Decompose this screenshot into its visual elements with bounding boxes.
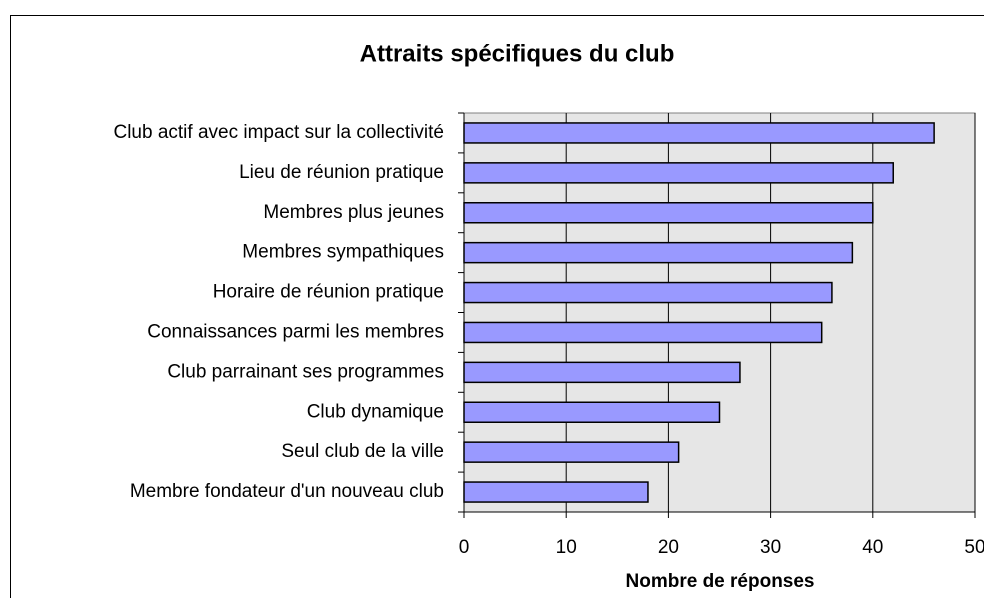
x-tick-label: 20 (658, 537, 679, 558)
bar (463, 162, 894, 184)
x-tick-label: 10 (556, 537, 577, 558)
bar (463, 401, 721, 423)
bar (463, 321, 823, 344)
bar (463, 241, 854, 264)
y-tick-label: Club parrainant ses programmes (167, 361, 444, 382)
x-axis-label: Nombre de réponses (626, 571, 815, 592)
bar (463, 202, 874, 224)
x-tick-label: 0 (459, 537, 470, 558)
chart-title: Attraits spécifiques du club (360, 40, 675, 67)
y-tick-label: Club actif avec impact sur la collectivi… (113, 122, 444, 143)
y-tick-label: Seul club de la ville (281, 441, 444, 462)
bar (463, 481, 649, 503)
y-tick-label: Membres plus jeunes (263, 202, 444, 223)
x-tick-label: 30 (760, 537, 781, 558)
y-tick-label: Horaire de réunion pratique (213, 282, 444, 303)
x-tick-label: 50 (964, 537, 984, 558)
bar (463, 361, 741, 384)
y-tick-label: Lieu de réunion pratique (239, 162, 444, 183)
y-tick-label: Membre fondateur d'un nouveau club (130, 481, 444, 502)
bar (463, 122, 935, 144)
bar (463, 281, 833, 304)
bar (463, 441, 680, 463)
x-tick-label: 40 (862, 537, 883, 558)
y-tick-label: Connaissances parmi les membres (147, 321, 444, 342)
y-tick-label: Club dynamique (307, 401, 444, 422)
y-tick-label: Membres sympathiques (242, 242, 444, 263)
